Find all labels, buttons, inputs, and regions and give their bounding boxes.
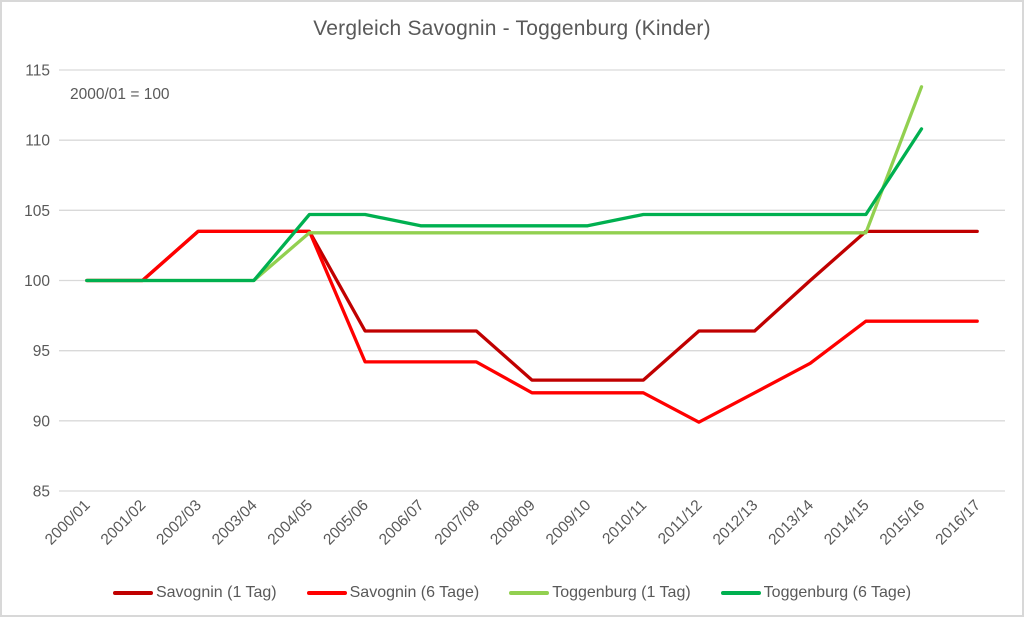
y-tick-label: 85 [33,484,50,501]
x-tick-label: 2015/16 [877,497,929,549]
series-line-savognin-6-tage [85,229,979,424]
legend-swatch-savognin-6-tage [306,591,347,595]
legend-label: Toggenburg (6 Tage) [763,584,912,601]
y-tick-label: 90 [33,413,51,430]
legend-item-toggenburg-1-tag: Toggenburg (1 Tag) [509,584,691,602]
legend-swatch-toggenburg-6-tage [720,591,761,595]
x-tick-label: 2016/17 [932,497,984,549]
x-tick-label: 2001/02 [98,497,150,549]
x-tick-label: 2002/03 [153,497,205,549]
x-tick-label: 2007/08 [432,497,484,549]
legend-item-savognin-1-tag: Savognin (1 Tag) [112,584,277,602]
series-line-toggenburg-6-tage [85,127,924,283]
x-tick-label: 2008/09 [487,497,539,549]
x-tick-label: 2013/14 [765,497,817,549]
legend-label: Savognin (1 Tag) [155,584,277,601]
index-base-annotation: 2000/01 = 100 [70,86,170,103]
legend-swatch-toggenburg-1-tag [509,591,550,595]
x-tick-label: 2009/10 [543,497,595,549]
legend-swatch-savognin-1-tag [112,591,153,595]
x-tick-label: 2006/07 [376,497,428,549]
series-line-toggenburg-1-tag [85,85,924,283]
legend-item-savognin-6-tage: Savognin (6 Tage) [306,584,480,602]
x-tick-label: 2005/06 [320,497,372,549]
x-tick-label: 2003/04 [209,497,261,549]
x-tick-label: 2011/12 [655,497,706,548]
x-tick-label: 2012/13 [710,497,762,549]
x-tick-label: 2014/15 [821,497,873,549]
y-tick-label: 110 [25,133,50,150]
legend-item-toggenburg-6-tage: Toggenburg (6 Tage) [720,584,912,602]
x-tick-label: 2010/11 [599,497,650,548]
series-line-savognin-1-tag [85,229,979,382]
legend-label: Savognin (6 Tage) [349,584,480,601]
legend: Savognin (1 Tag) Savognin (6 Tage) Togge… [2,584,1022,602]
legend-label: Toggenburg (1 Tag) [552,584,691,601]
y-tick-label: 100 [24,273,50,290]
x-tick-label: 2004/05 [265,497,317,549]
chart-title: Vergleich Savognin - Toggenburg (Kinder) [313,17,711,40]
y-tick-label: 105 [24,203,50,220]
y-tick-label: 115 [25,63,50,80]
x-tick-label: 2000/01 [42,497,94,549]
y-tick-label: 95 [33,343,50,360]
